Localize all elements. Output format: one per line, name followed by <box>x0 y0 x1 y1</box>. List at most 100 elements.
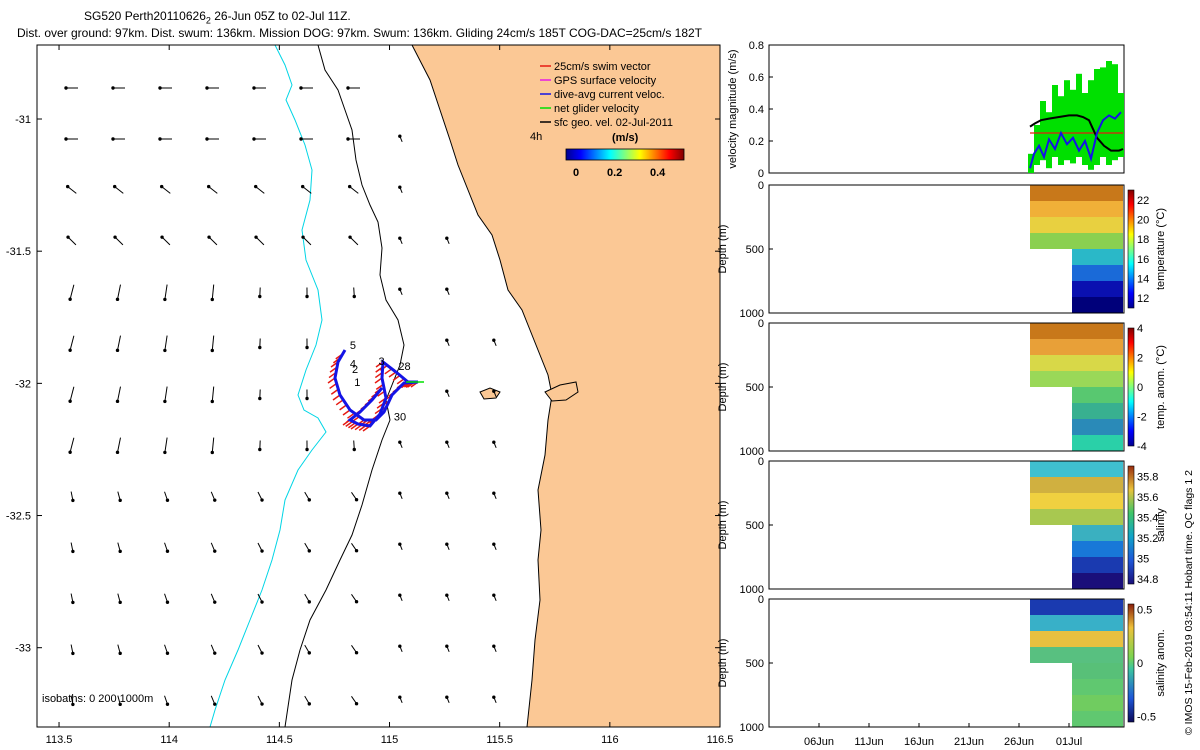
geo-arrow-head <box>207 235 211 239</box>
geo-arrow-head <box>346 137 350 141</box>
net-velocity-bar <box>1052 85 1058 157</box>
geo-arrow-shaft <box>161 236 171 246</box>
geo-arrow-shaft <box>67 186 77 194</box>
section-data-band <box>1030 323 1123 339</box>
map-ytick-label: -33 <box>15 643 31 655</box>
section-panel-temperature: 0 500 1000 Depth (m) 12 14 16 18 20 22 temperature… <box>717 180 1167 320</box>
geo-arrow-head <box>64 137 68 141</box>
section-data-band <box>1030 233 1123 249</box>
geo-arrow-head <box>210 348 214 353</box>
geo-arrow-head <box>111 137 115 141</box>
map-xtick-label: 115 <box>381 734 399 746</box>
geo-arrow-head <box>299 137 303 141</box>
geo-arrow-head <box>213 702 217 706</box>
geo-arrow-head <box>260 651 264 655</box>
section-ytick-label: 500 <box>746 382 764 394</box>
section-ytick-label: 1000 <box>740 308 764 320</box>
time-tick-label: 21Jun <box>954 736 984 748</box>
section-data-band <box>1072 711 1123 727</box>
section-panel-salinity: 0 500 1000 Depth (m) 34.8 35 35.2 35.4 35.6 35.8 s… <box>717 456 1167 596</box>
section-colorbar-tick: 0 <box>1137 382 1143 394</box>
section-colorbar-tick: 4 <box>1137 323 1143 335</box>
geo-arrow-head <box>492 593 496 597</box>
geo-arrow-head <box>65 184 70 189</box>
geo-arrow-shaft <box>67 236 77 246</box>
geo-arrow-head <box>71 549 75 554</box>
velocity-ytick-label: 0 <box>758 168 764 180</box>
geo-arrow-shaft <box>164 284 168 300</box>
net-velocity-bar <box>1040 101 1046 161</box>
geo-arrow-head <box>118 702 122 707</box>
geo-arrow-head <box>398 134 402 138</box>
section-colorbar-tick: 16 <box>1137 254 1149 266</box>
geo-arrow-head <box>206 184 211 189</box>
time-axis: 06Jun 11Jun 16Jun 21Jun 26Jun 01Jul <box>804 723 1082 748</box>
geo-arrow-head <box>445 542 449 546</box>
section-ytick-label: 0 <box>758 594 764 606</box>
geo-arrow-shaft <box>164 386 168 402</box>
section-ylabel: Depth (m) <box>717 225 729 274</box>
geo-arrow-shaft <box>114 236 124 246</box>
time-tick-label: 06Jun <box>804 736 834 748</box>
net-velocity-bar <box>1094 69 1100 165</box>
section-data-band <box>1030 217 1123 233</box>
geo-arrow-shaft <box>349 236 359 246</box>
geo-arrow-head <box>210 399 214 404</box>
geo-arrow-shaft <box>208 186 218 194</box>
day-label: 5 <box>350 340 356 352</box>
geo-arrow-head <box>205 86 209 90</box>
section-data-band <box>1072 435 1123 451</box>
section-data-band <box>1030 185 1123 201</box>
section-colorbar-tick: 35.6 <box>1137 492 1158 504</box>
footer-stamp: © IMOS 15-Feb-2019 03:54:11 Hobart time.… <box>1183 470 1195 735</box>
section-colorbar-tick: -0.5 <box>1137 712 1156 724</box>
geo-arrow-head <box>307 600 311 604</box>
section-panel-salinity-anom-: 0 500 1000 Depth (m) -0.5 0 0.5 salinity anom. <box>717 594 1167 734</box>
geo-arrow-shaft <box>117 437 121 453</box>
geo-arrow-shaft <box>69 386 75 402</box>
geo-arrow-shaft <box>117 335 121 351</box>
velocity-ytick-label: 0.4 <box>749 104 764 116</box>
geo-arrow-head <box>348 235 352 239</box>
geo-arrow-shaft <box>69 284 75 300</box>
geo-arrow-head <box>346 86 350 90</box>
geo-arrow-head <box>68 297 72 301</box>
section-colorbar-tick: 2 <box>1137 353 1143 365</box>
geo-arrow-head <box>305 294 309 299</box>
time-tick-label: 26Jun <box>1004 736 1034 748</box>
geo-arrow-head <box>210 450 214 455</box>
map-axes-frame <box>36 44 721 728</box>
section-panel-temp-anom-: 0 500 1000 Depth (m) -4 -2 0 2 4 temp. anom. (°C) <box>717 318 1167 458</box>
section-data-band <box>1030 647 1123 663</box>
section-ylabel: Depth (m) <box>717 501 729 550</box>
geo-arrow-head <box>118 600 122 605</box>
geo-arrow-shaft <box>302 186 312 194</box>
section-ytick-label: 1000 <box>740 446 764 458</box>
time-step-label: 4h <box>530 131 542 143</box>
geo-arrow-shaft <box>349 186 359 194</box>
geo-arrow-shaft <box>302 236 312 246</box>
geo-arrow-head <box>113 235 117 239</box>
geo-arrow-head <box>213 549 217 553</box>
geo-arrow-head <box>118 549 122 554</box>
geo-arrow-head <box>160 235 164 239</box>
section-data-band <box>1072 573 1123 589</box>
section-colorbar-tick: 18 <box>1137 234 1149 246</box>
geo-arrow-shaft <box>164 437 168 453</box>
section-colorbar-tick: 34.8 <box>1137 574 1158 586</box>
section-colorbar-tick: -4 <box>1137 441 1147 453</box>
geo-arrow-head <box>260 702 264 706</box>
geo-arrow-head <box>398 440 402 444</box>
geo-arrow-head <box>163 450 167 455</box>
geo-arrow-head <box>300 184 305 189</box>
section-data-band <box>1072 297 1123 313</box>
velocity-ytick-label: 0.2 <box>749 136 764 148</box>
day-labels: 5 42 3 1 28 30 <box>350 340 411 423</box>
geo-arrow-head <box>492 440 496 444</box>
map-colorbar-tick-0: 0 <box>573 167 579 179</box>
section-data-band <box>1072 541 1123 557</box>
geo-arrow-head <box>68 348 72 352</box>
geo-arrow-head <box>445 695 449 699</box>
svg-text:net glider velocity: net glider velocity <box>554 103 639 115</box>
